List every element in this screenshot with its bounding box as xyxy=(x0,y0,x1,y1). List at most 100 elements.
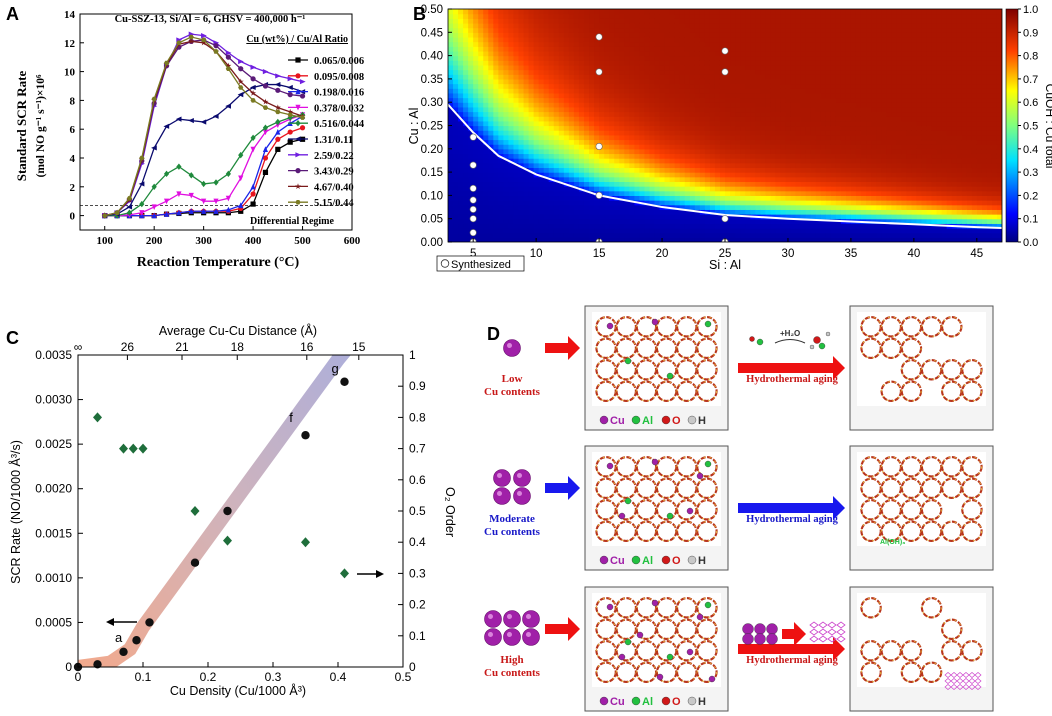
panel-b-heat-cell xyxy=(750,167,756,173)
panel-b-heat-cell xyxy=(714,9,721,15)
panel-b-heat-cell xyxy=(855,167,862,173)
panel-b-heat-cell xyxy=(860,55,867,61)
panel-b-heat-cell xyxy=(876,74,882,80)
panel-b-heat-cell xyxy=(709,204,716,210)
panel-b-heat-cell xyxy=(684,60,691,66)
panel-b-heat-cell xyxy=(901,181,907,187)
panel-b-heat-cell xyxy=(634,153,640,159)
panel-b-heat-cell xyxy=(644,186,651,192)
panel-b-heat-cell xyxy=(765,218,771,224)
panel-b-heat-cell xyxy=(694,111,701,117)
panel-b-heat-cell xyxy=(589,162,595,169)
panel-b-heat-cell xyxy=(654,22,661,29)
panel-b-heat-cell xyxy=(674,22,681,29)
panel-b-heat-cell xyxy=(624,200,630,206)
panel-b-heat-cell xyxy=(498,232,504,238)
panel-b-heat-cell xyxy=(558,106,565,113)
panel-b-heat-cell xyxy=(860,190,867,196)
panel-b-heat-cell xyxy=(760,153,766,159)
panel-b-heat-cell xyxy=(750,97,756,103)
panel-b-heat-cell xyxy=(694,55,701,61)
panel-b-heat-cell xyxy=(599,139,605,145)
panel-b-heat-cell xyxy=(478,218,484,224)
panel-b-heat-cell xyxy=(709,237,716,242)
panel-b-heat-cell xyxy=(518,209,525,215)
panel-b-heat-cell xyxy=(604,74,610,80)
panel-b-heat-cell xyxy=(755,46,761,52)
panel-b-heat-cell xyxy=(840,111,847,117)
panel-b-heat-cell xyxy=(614,139,620,145)
panel-b-heat-cell xyxy=(825,153,832,159)
panel-b-heat-cell xyxy=(604,36,610,43)
panel-b-heat-cell xyxy=(468,64,474,71)
panel-b-heat-cell xyxy=(714,130,721,136)
panel-b-heat-cell xyxy=(780,228,787,234)
panel-b-heat-cell xyxy=(649,148,656,155)
panel-b-heat-cell xyxy=(886,144,892,150)
panel-b-heat-cell xyxy=(573,46,580,52)
panel-b-heat-cell xyxy=(573,111,580,117)
panel-b-heat-cell xyxy=(548,111,555,117)
panel-b-heat-cell xyxy=(478,83,484,89)
panel-b-heat-cell xyxy=(679,111,686,117)
panel-b-heat-cell xyxy=(730,60,736,66)
panel-b-heat-cell xyxy=(891,232,897,238)
panel-b-heat-cell xyxy=(815,106,822,113)
panel-b-heat-cell xyxy=(881,172,887,178)
panel-b-heat-cell xyxy=(493,97,499,103)
panel-b-heat-cell xyxy=(538,120,545,127)
panel-b-heat-cell xyxy=(694,139,701,145)
panel-b-heat-cell xyxy=(573,64,580,71)
panel-b-heat-cell xyxy=(578,209,585,215)
panel-b-heat-cell xyxy=(860,130,867,136)
panel-b-heat-cell xyxy=(815,148,822,155)
panel-b-heat-cell xyxy=(881,36,887,43)
panel-b-heat-cell xyxy=(790,144,797,150)
panel-b-heat-cell xyxy=(921,92,928,99)
panel-b-heat-cell xyxy=(488,134,494,141)
panel-b-heat-cell xyxy=(468,9,474,15)
panel-b-heat-cell xyxy=(453,172,459,178)
panel-b-heat-cell xyxy=(644,214,651,220)
panel-b-heat-cell xyxy=(745,13,751,19)
panel-b-heat-cell xyxy=(921,13,928,19)
panel-b-heat-cell xyxy=(886,228,892,234)
panel-b-heat-cell xyxy=(780,60,787,66)
panel-b-heat-cell xyxy=(493,214,499,220)
panel-b-heat-cell xyxy=(845,214,852,220)
panel-b-heat-cell xyxy=(533,9,540,15)
panel-b-heat-cell xyxy=(533,209,540,215)
panel-b-heat-cell xyxy=(609,228,615,234)
panel-b-heat-cell xyxy=(916,125,923,131)
panel-b-heat-cell xyxy=(674,186,681,192)
panel-b-heat-cell xyxy=(871,167,877,173)
panel-b-heat-cell xyxy=(704,232,711,238)
panel-b-heat-cell xyxy=(624,46,630,52)
panel-b-heat-cell xyxy=(699,204,706,210)
panel-b-heat-cell xyxy=(770,228,776,234)
panel-b-heat-cell xyxy=(589,195,595,201)
panel-b-heat-cell xyxy=(609,204,615,210)
panel-b-heat-cell xyxy=(765,120,771,127)
panel-b-heat-cell xyxy=(709,69,716,75)
panel-b-heat-cell xyxy=(448,172,454,178)
panel-b-heat-cell xyxy=(901,27,907,33)
panel-b-heat-cell xyxy=(714,60,721,66)
panel-b-heat-cell xyxy=(740,46,746,52)
panel-b-heat-cell xyxy=(463,228,469,234)
panel-b-heat-cell xyxy=(689,41,696,47)
panel-b-heat-cell xyxy=(543,204,550,210)
panel-b-heat-cell xyxy=(669,64,676,71)
panel-b-heat-cell xyxy=(725,209,731,215)
panel-b-heat-cell xyxy=(573,22,580,29)
panel-b-heat-cell xyxy=(699,13,706,19)
panel-b-heat-cell xyxy=(528,158,535,164)
panel-b-heat-cell xyxy=(453,116,459,122)
panel-b-heat-cell xyxy=(795,125,802,131)
panel-b-heat-cell xyxy=(785,144,792,150)
panel-b-heat-cell xyxy=(639,88,646,94)
panel-b-heat-cell xyxy=(533,228,540,234)
panel-b-heat-cell xyxy=(871,60,877,66)
panel-b-heat-cell xyxy=(583,195,590,201)
